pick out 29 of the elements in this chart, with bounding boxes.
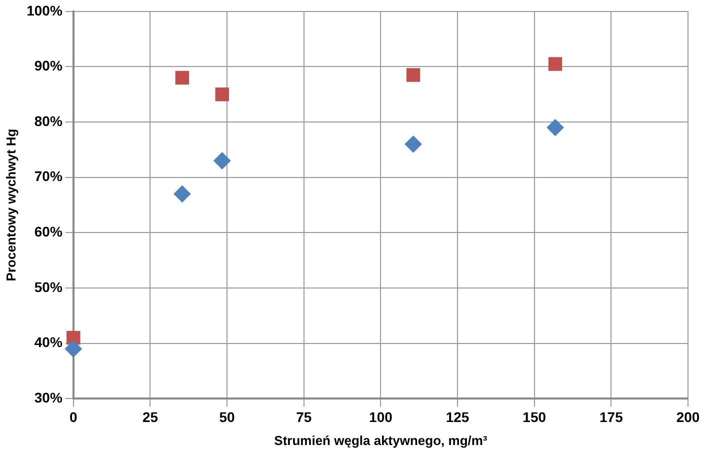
point bbox=[174, 185, 191, 202]
y-axis-title: Procentowy wychwyt Hg bbox=[3, 128, 18, 282]
x-tick-label: 0 bbox=[70, 408, 78, 425]
point bbox=[548, 57, 562, 71]
x-tick-label: 175 bbox=[599, 408, 624, 425]
y-tick-label: 60% bbox=[34, 224, 63, 240]
x-tick-label: 25 bbox=[142, 408, 158, 425]
point bbox=[404, 136, 422, 153]
x-tick-label: 150 bbox=[522, 408, 546, 425]
y-tick-label: 90% bbox=[34, 58, 63, 74]
y-tick-label: 30% bbox=[34, 389, 63, 406]
point bbox=[406, 68, 420, 82]
point bbox=[546, 119, 564, 136]
x-tick-label: 75 bbox=[296, 408, 312, 425]
x-tick-label: 50 bbox=[219, 408, 236, 425]
x-tick-label: 200 bbox=[676, 408, 700, 425]
y-tick-label: 80% bbox=[34, 112, 63, 129]
point bbox=[64, 340, 82, 358]
point bbox=[214, 152, 231, 170]
x-axis-title: Strumień węgla aktywnego, mg/m³ bbox=[274, 432, 488, 448]
point bbox=[66, 330, 80, 345]
x-tick-label: 125 bbox=[446, 408, 470, 425]
y-tick-label: 50% bbox=[34, 278, 63, 295]
point bbox=[215, 88, 229, 102]
y-tick-label: 100% bbox=[26, 2, 63, 18]
y-tick-label: 70% bbox=[34, 168, 63, 184]
x-tick-label: 100 bbox=[369, 408, 393, 425]
y-tick-label: 40% bbox=[34, 334, 63, 350]
point bbox=[175, 70, 190, 85]
